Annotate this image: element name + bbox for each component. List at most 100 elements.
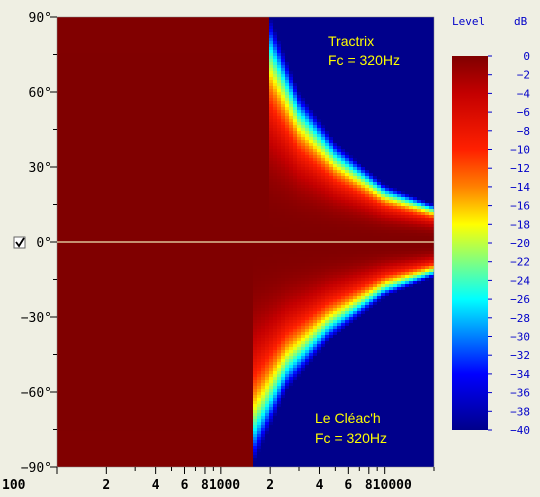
heatmap-cell: [97, 434, 102, 438]
heatmap-cell: [65, 389, 70, 393]
heatmap-cell: [113, 35, 118, 39]
heatmap-cell: [65, 440, 70, 444]
heatmap-cell: [113, 161, 118, 165]
heatmap-cell: [77, 242, 82, 246]
heatmap-cell: [105, 164, 110, 168]
heatmap-cell: [69, 26, 74, 30]
heatmap-cell: [65, 452, 70, 456]
heatmap-cell: [97, 398, 102, 402]
heatmap-cell: [133, 170, 138, 174]
heatmap-cell: [65, 134, 70, 138]
heatmap-cell: [121, 239, 126, 243]
heatmap-cell: [97, 443, 102, 447]
heatmap-cell: [97, 182, 102, 186]
heatmap-cell: [101, 416, 106, 420]
heatmap-cell: [101, 17, 106, 21]
heatmap-cell: [81, 224, 86, 228]
heatmap-cell: [109, 86, 114, 90]
heatmap-cell: [133, 308, 138, 312]
heatmap-cell: [117, 329, 122, 333]
heatmap-cell: [101, 116, 106, 120]
heatmap-cell: [57, 209, 62, 213]
heatmap-cell: [121, 80, 126, 84]
heatmap-cell: [101, 365, 106, 369]
heatmap-cell: [105, 98, 110, 102]
heatmap-cell: [57, 233, 62, 237]
heatmap-cell: [77, 419, 82, 423]
heatmap-cell: [65, 32, 70, 36]
heatmap-cell: [125, 275, 130, 279]
heatmap-cell: [61, 437, 66, 441]
heatmap-cell: [89, 164, 94, 168]
heatmap-cell: [121, 323, 126, 327]
heatmap-cell: [73, 197, 78, 201]
heatmap-cell: [93, 464, 98, 467]
heatmap-cell: [105, 308, 110, 312]
heatmap-cell: [101, 254, 106, 258]
heatmap-cell: [69, 89, 74, 93]
heatmap-cell: [93, 245, 98, 249]
heatmap-cell: [117, 452, 122, 456]
heatmap-cell: [109, 95, 114, 99]
heatmap-cell: [69, 20, 74, 24]
heatmap-cell: [93, 314, 98, 318]
heatmap-cell: [133, 284, 138, 288]
heatmap-cell: [109, 155, 114, 159]
heatmap-cell: [65, 275, 70, 279]
heatmap-cell: [113, 455, 118, 459]
heatmap-cell: [77, 290, 82, 294]
heatmap-cell: [85, 23, 90, 27]
heatmap-cell: [125, 377, 130, 381]
heatmap-cell: [125, 134, 130, 138]
heatmap-cell: [81, 41, 86, 45]
heatmap-cell: [105, 383, 110, 387]
heatmap-cell: [133, 215, 138, 219]
heatmap-cell: [65, 305, 70, 309]
heatmap-cell: [129, 320, 134, 324]
heatmap-cell: [129, 395, 134, 399]
heatmap-cell: [113, 224, 118, 228]
heatmap-cell: [125, 320, 130, 324]
heatmap-cell: [97, 395, 102, 399]
heatmap-cell: [89, 290, 94, 294]
heatmap-cell: [93, 116, 98, 120]
heatmap-cell: [109, 266, 114, 270]
heatmap-cell: [93, 128, 98, 132]
heatmap-cell: [113, 38, 118, 42]
heatmap-cell: [133, 443, 138, 447]
heatmap-cell: [85, 335, 90, 339]
heatmap-cell: [121, 146, 126, 150]
heatmap-cell: [69, 17, 74, 21]
heatmap-cell: [121, 416, 126, 420]
heatmap-cell: [73, 362, 78, 366]
heatmap-cell: [133, 74, 138, 78]
heatmap-cell: [97, 299, 102, 303]
heatmap-cell: [85, 98, 90, 102]
heatmap-cell: [57, 455, 62, 459]
heatmap-cell: [69, 170, 74, 174]
heatmap-cell: [57, 200, 62, 204]
heatmap-cell: [69, 197, 74, 201]
heatmap-cell: [69, 404, 74, 408]
heatmap-cell: [125, 62, 130, 66]
heatmap-cell: [97, 464, 102, 467]
heatmap-cell: [89, 35, 94, 39]
heatmap-cell: [61, 44, 66, 48]
heatmap-cell: [93, 47, 98, 51]
heatmap-cell: [113, 368, 118, 372]
heatmap-cell: [77, 461, 82, 465]
heatmap-cell: [77, 326, 82, 330]
heatmap-cell: [125, 404, 130, 408]
heatmap-cell: [69, 365, 74, 369]
heatmap-cell: [101, 176, 106, 180]
heatmap-cell: [77, 323, 82, 327]
heatmap-cell: [137, 77, 142, 81]
heatmap-cell: [73, 329, 78, 333]
heatmap-cell: [133, 275, 138, 279]
heatmap-cell: [109, 281, 114, 285]
heatmap-cell: [129, 416, 134, 420]
heatmap-cell: [61, 56, 66, 60]
heatmap-cell: [97, 362, 102, 366]
heatmap-cell: [85, 428, 90, 432]
heatmap-cell: [105, 374, 110, 378]
